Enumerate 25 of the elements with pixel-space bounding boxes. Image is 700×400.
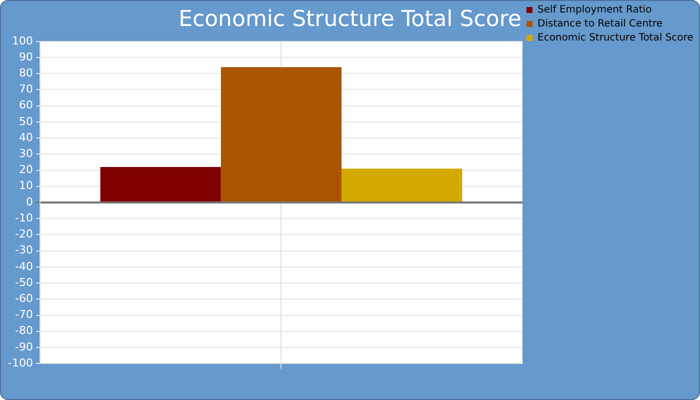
y-tick-label: -20 xyxy=(14,228,33,241)
y-tick-label: 30 xyxy=(18,147,33,160)
y-tick-label: -50 xyxy=(14,276,33,289)
y-tick-label: 70 xyxy=(18,82,33,96)
legend-label: Self Employment Ratio xyxy=(538,4,652,16)
y-tick-label: 40 xyxy=(18,130,33,144)
y-tick-label: 60 xyxy=(18,98,33,112)
y-tick-label: 50 xyxy=(18,114,33,128)
y-tick-label: -60 xyxy=(14,292,33,306)
legend-label: Distance to Retail Centre xyxy=(538,18,662,30)
y-tick-label: 100 xyxy=(12,34,33,48)
y-tick-label: 20 xyxy=(18,163,33,176)
y-tick-label: 80 xyxy=(18,66,33,80)
y-tick-label: -90 xyxy=(14,340,33,354)
y-tick-label: 90 xyxy=(18,50,33,64)
y-tick-label: -100 xyxy=(8,356,33,370)
y-tick-label: -80 xyxy=(14,324,33,338)
y-tick-label: -40 xyxy=(14,260,33,273)
legend-label: Economic Structure Total Score xyxy=(538,32,694,44)
y-tick-label: 0 xyxy=(26,195,33,208)
y-tick-label: -30 xyxy=(14,244,33,257)
y-tick-label: -70 xyxy=(14,308,33,322)
chart-title: Economic Structure Total Score xyxy=(178,6,522,32)
y-tick-label: -10 xyxy=(14,211,33,224)
y-tick-label: 10 xyxy=(18,179,33,192)
